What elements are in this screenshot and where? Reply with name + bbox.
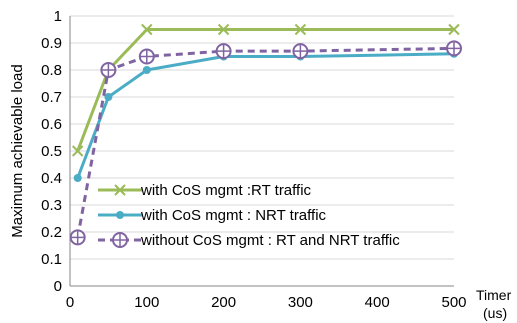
dot-marker xyxy=(104,93,113,101)
legend-label: without CoS mgmt : RT and NRT traffic xyxy=(140,232,400,249)
circle-plus-marker xyxy=(292,43,309,60)
dot-marker xyxy=(142,66,151,74)
circle-plus-marker xyxy=(446,40,462,57)
series-line xyxy=(76,52,455,179)
x-axis-title-line: Timer xyxy=(476,287,512,303)
series-group xyxy=(69,23,462,246)
circle-plus-marker xyxy=(69,229,86,246)
gridlines xyxy=(70,15,454,260)
x-marker xyxy=(71,145,84,157)
y-axis-title: Maximum achievable load xyxy=(9,64,26,237)
legend-label: with CoS mgmt : NRT traffic xyxy=(140,207,327,224)
y-tick-label: 0.1 xyxy=(41,251,62,268)
dot-marker xyxy=(116,211,124,219)
x-marker xyxy=(114,184,126,196)
axes: 0 0.1 0.2 0.3 0.4 0.5 0.6 0.7 0.8 0.9 1 0 100 200 300 4… xyxy=(41,8,466,311)
x-tick-label: 500 xyxy=(441,294,466,311)
circle-plus-marker xyxy=(100,62,117,78)
x-marker xyxy=(294,23,307,36)
legend-item: with CoS mgmt : NRT traffic xyxy=(98,207,327,224)
legend-label: with CoS mgmt :RT traffic xyxy=(140,182,312,199)
y-tick-label: 0.6 xyxy=(41,116,62,133)
x-tick-label: 100 xyxy=(134,294,159,311)
series-line xyxy=(76,46,455,238)
x-tick-label: 0 xyxy=(66,294,74,311)
dot-marker xyxy=(73,174,82,182)
circle-plus-marker xyxy=(138,48,155,65)
y-tick-label: 0.9 xyxy=(41,35,62,52)
x-marker xyxy=(448,23,460,36)
x-tick-label: 400 xyxy=(365,294,390,311)
x-tick-label: 200 xyxy=(211,294,236,311)
y-tick-label: 0.7 xyxy=(41,89,62,106)
x-axis-title-line: (us) xyxy=(483,305,507,321)
y-tick-label: 0.4 xyxy=(41,170,62,187)
circle-plus-marker xyxy=(112,232,128,248)
series-1 xyxy=(71,23,460,157)
x-marker xyxy=(217,23,230,36)
series-line xyxy=(76,28,454,152)
legend-item: with CoS mgmt :RT traffic xyxy=(98,182,312,199)
x-tick-label: 300 xyxy=(288,294,313,311)
y-tick-label: 0.2 xyxy=(41,224,62,241)
y-tick-label: 0.8 xyxy=(41,62,62,79)
y-tick-label: 0.5 xyxy=(41,143,62,160)
series-3 xyxy=(69,40,462,246)
x-marker xyxy=(141,23,153,36)
x-axis-title: Timer (us) xyxy=(476,287,512,321)
axis-titles: Maximum achievable load Timer (us) xyxy=(9,64,512,321)
circle-plus-marker xyxy=(215,43,232,60)
y-tick-label: 1 xyxy=(54,8,62,25)
legend-item: without CoS mgmt : RT and NRT traffic xyxy=(98,232,400,249)
y-tick-label: 0.3 xyxy=(41,197,62,214)
y-tick-label: 0 xyxy=(54,278,62,295)
legend: with CoS mgmt :RT traffic with CoS mgmt :… xyxy=(98,182,400,249)
